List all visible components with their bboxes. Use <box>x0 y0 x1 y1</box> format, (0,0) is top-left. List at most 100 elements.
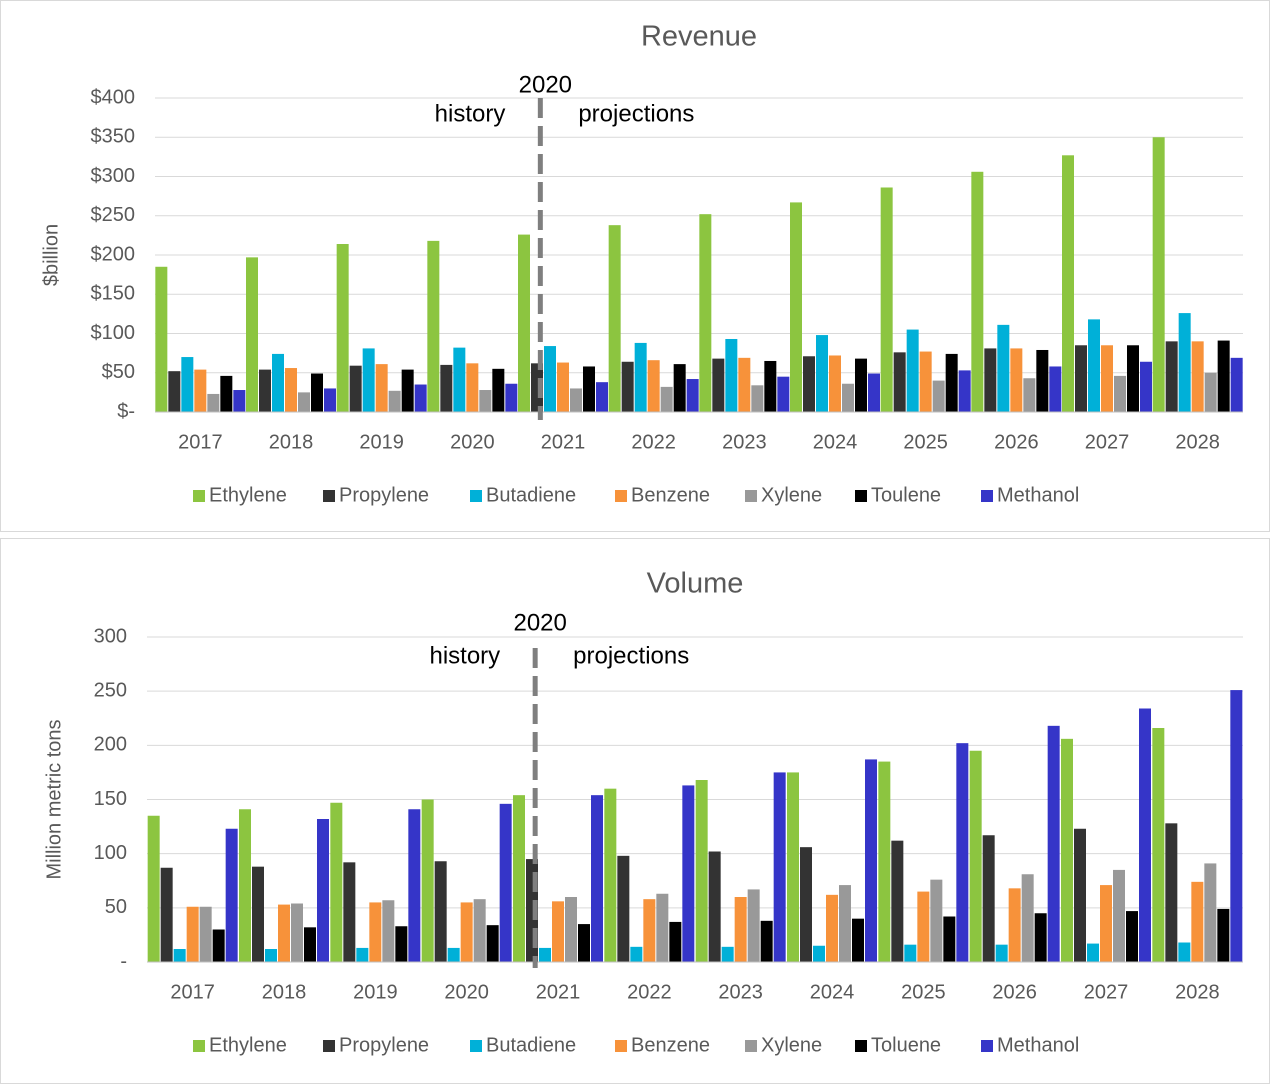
bar <box>382 900 395 962</box>
legend-label: Propylene <box>339 484 429 506</box>
x-tick-label: 2018 <box>262 981 307 1003</box>
x-tick-label: 2019 <box>359 431 404 453</box>
bar <box>591 795 603 962</box>
x-tick-label: 2027 <box>1085 431 1130 453</box>
bar <box>356 947 369 962</box>
bar <box>1140 361 1152 412</box>
y-tick-label: $- <box>117 400 135 422</box>
bar <box>932 380 945 412</box>
bar <box>1178 942 1191 962</box>
bar <box>738 357 751 412</box>
y-axis-label: $billion <box>40 224 62 286</box>
bar <box>1152 137 1165 412</box>
legend-label: Ethylene <box>209 484 287 506</box>
bar <box>513 795 525 962</box>
legend-swatch <box>855 490 867 502</box>
x-tick-label: 2026 <box>992 981 1037 1003</box>
bar <box>552 901 564 962</box>
legend-label: Xylene <box>761 484 822 506</box>
bar <box>181 357 194 412</box>
bar <box>1088 319 1100 412</box>
bar <box>596 382 608 412</box>
bar <box>1165 341 1178 412</box>
legend-swatch <box>615 490 627 502</box>
bar <box>212 929 225 962</box>
bar <box>304 927 316 962</box>
bar <box>1074 828 1086 962</box>
bar <box>160 867 173 962</box>
bar <box>278 904 290 962</box>
bar <box>225 828 238 962</box>
bar <box>324 388 336 412</box>
bar <box>466 363 479 412</box>
legend-swatch <box>855 1040 867 1052</box>
divider-year: 2020 <box>519 71 572 98</box>
bar <box>751 385 764 412</box>
bar <box>1061 738 1073 962</box>
bar <box>1191 341 1204 412</box>
bar <box>570 388 582 412</box>
bar <box>971 171 984 412</box>
legend-swatch <box>323 490 335 502</box>
bar <box>865 759 877 962</box>
bar <box>995 944 1008 962</box>
bar <box>1152 728 1165 962</box>
bar <box>440 364 453 412</box>
bar <box>803 356 815 412</box>
bar <box>1101 345 1113 412</box>
bar <box>904 944 917 962</box>
bar <box>1165 823 1178 962</box>
bar <box>298 392 310 412</box>
legend-label: Methanol <box>997 484 1079 506</box>
bar <box>764 360 777 412</box>
legend-label: Propylene <box>339 1034 429 1056</box>
x-tick-label: 2022 <box>627 981 672 1003</box>
bar <box>1036 349 1049 412</box>
bar <box>669 921 682 962</box>
legend-label: Toulene <box>871 484 941 506</box>
y-axis-label: Million metric tons <box>43 719 65 879</box>
bar <box>647 360 660 412</box>
bar <box>544 346 556 412</box>
bar <box>747 889 760 962</box>
legend-label: Butadiene <box>486 1034 576 1056</box>
x-tick-label: 2028 <box>1175 981 1220 1003</box>
x-tick-label: 2021 <box>541 431 586 453</box>
bar <box>453 347 466 412</box>
bar <box>1049 366 1062 412</box>
x-tick-label: 2017 <box>170 981 215 1003</box>
bar <box>1008 888 1021 962</box>
legend-swatch <box>470 490 482 502</box>
x-tick-label: 2020 <box>444 981 489 1003</box>
bar <box>421 799 434 962</box>
bar <box>893 352 906 412</box>
y-tick-label: $300 <box>91 165 136 187</box>
x-tick-label: 2021 <box>536 981 581 1003</box>
bar <box>956 743 969 962</box>
legend-label: Ethylene <box>209 1034 287 1056</box>
bar <box>1204 372 1217 412</box>
bar <box>401 369 414 412</box>
legend-swatch <box>745 1040 757 1052</box>
bar <box>155 266 168 412</box>
bar <box>531 363 543 412</box>
bar <box>460 902 473 962</box>
bar <box>984 348 997 412</box>
bar <box>1021 874 1034 962</box>
legend-swatch <box>745 490 757 502</box>
bar <box>1113 869 1125 962</box>
x-tick-label: 2024 <box>813 431 858 453</box>
projections-label: projections <box>578 100 694 127</box>
bar <box>1047 725 1060 962</box>
bar <box>1230 690 1243 962</box>
x-tick-label: 2025 <box>901 981 946 1003</box>
bar <box>330 802 343 962</box>
bar <box>891 840 904 962</box>
bar <box>943 916 956 962</box>
y-tick-label: - <box>120 950 127 972</box>
bar <box>790 202 802 412</box>
bar <box>199 906 212 962</box>
bar <box>816 335 828 412</box>
bar <box>1217 340 1230 412</box>
bar <box>656 893 669 962</box>
